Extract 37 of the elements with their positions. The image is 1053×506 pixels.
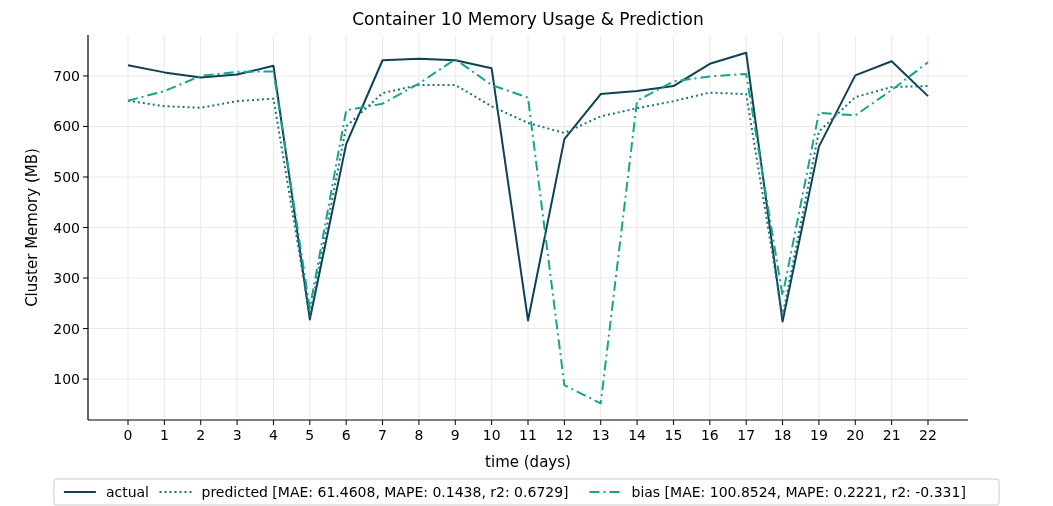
- y-tick-label: 300: [53, 270, 80, 287]
- x-tick-label: 12: [555, 427, 574, 443]
- x-tick-label: 15: [664, 427, 683, 443]
- x-tick-label: 20: [846, 427, 865, 443]
- x-tick-label: 18: [773, 427, 792, 443]
- x-tick-label: 4: [268, 427, 278, 443]
- x-tick-label: 19: [810, 427, 828, 443]
- y-tick-label: 200: [53, 320, 80, 337]
- x-tick-label: 9: [450, 427, 460, 443]
- x-tick-label: 13: [591, 427, 610, 443]
- x-tick-label: 0: [123, 427, 133, 443]
- legend-label: bias [MAE: 100.8524, MAPE: 0.2221, r2: -0.331]: [631, 484, 966, 500]
- y-tick-label: 700: [53, 67, 80, 84]
- y-tick-label: 400: [53, 219, 80, 236]
- x-tick-label: 16: [700, 427, 719, 443]
- x-tick-label: 8: [414, 427, 424, 443]
- x-axis-title: time (days): [485, 453, 571, 471]
- x-tick-label: 6: [341, 427, 351, 443]
- y-tick-label: 500: [53, 168, 80, 185]
- y-tick-label: 100: [53, 371, 80, 388]
- x-tick-label: 2: [196, 427, 206, 443]
- y-tick-label: 600: [53, 118, 80, 135]
- line-series: [127, 58, 929, 405]
- x-tick-label: 3: [232, 427, 242, 443]
- y-axis-title: Cluster Memory (MB): [23, 148, 41, 307]
- x-tick-label: 10: [482, 427, 501, 443]
- x-tick-label: 5: [305, 427, 315, 443]
- x-tick-label: 11: [519, 427, 537, 443]
- x-tick-label: 21: [882, 427, 901, 443]
- legend-label: predicted [MAE: 61.4608, MAPE: 0.1438, r2: 0.6729]: [201, 484, 569, 500]
- legend-label: actual: [105, 484, 150, 500]
- x-tick-label: 7: [378, 427, 388, 443]
- chart-title: Container 10 Memory Usage & Prediction: [352, 9, 704, 29]
- x-tick-label: 22: [919, 427, 937, 443]
- x-tick-label: 17: [737, 427, 756, 443]
- x-tick-label: 1: [159, 427, 169, 443]
- x-tick-label: 14: [628, 427, 647, 443]
